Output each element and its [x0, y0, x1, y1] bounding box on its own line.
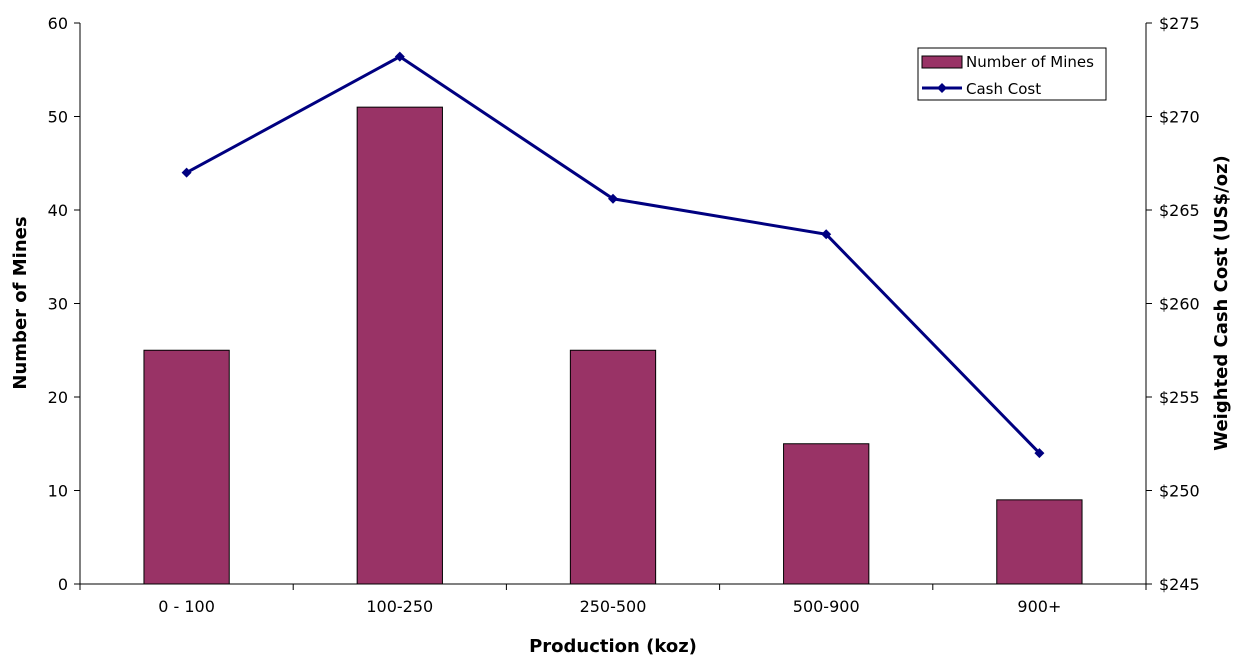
left-tick-label: 60 — [48, 14, 68, 33]
bar-series — [143, 106, 1083, 585]
line-point-2 — [394, 51, 405, 62]
line-series — [181, 51, 1045, 459]
legend-swatch-bars — [921, 55, 963, 69]
line-point-5 — [1034, 448, 1045, 459]
bar-1 — [143, 349, 230, 585]
left-tick-label: 40 — [48, 201, 68, 220]
right-tick-label: $265 — [1159, 201, 1200, 220]
bar-5 — [996, 499, 1083, 585]
x-tick-label: 100-250 — [366, 597, 433, 616]
line-point-1 — [181, 167, 192, 178]
bar-3 — [569, 349, 657, 585]
right-tick-label: $260 — [1159, 295, 1200, 314]
x-axis-title: Production (koz) — [529, 636, 697, 657]
bar-2 — [356, 106, 443, 585]
y-axis-title: Number of Mines — [10, 216, 31, 389]
left-tick-label: 20 — [48, 388, 68, 407]
right-tick-label: $255 — [1159, 388, 1200, 407]
left-tick-label: 50 — [48, 108, 68, 127]
x-tick-label: 250-500 — [580, 597, 647, 616]
left-tick-label: 30 — [48, 295, 68, 314]
x-tick-label: 900+ — [1017, 597, 1061, 616]
x-tick-label: 0 - 100 — [158, 597, 215, 616]
right-axis-ticks: $245 $250 $255 $260 $265 $270 $275 — [1146, 14, 1200, 594]
legend-marker-diamond — [937, 83, 947, 93]
right-tick-label: $250 — [1159, 482, 1200, 501]
right-tick-label: $275 — [1159, 14, 1200, 33]
left-axis-ticks: 0 10 20 30 40 50 60 — [48, 14, 80, 594]
line-point-4 — [821, 229, 832, 240]
legend: Number of Mines Cash Cost — [917, 47, 1107, 101]
legend-label-line: Cash Cost — [966, 80, 1041, 98]
line-point-3 — [608, 193, 618, 204]
bar-4 — [783, 443, 870, 585]
right-tick-label: $245 — [1159, 575, 1200, 594]
legend-label-bars: Number of Mines — [966, 53, 1094, 71]
x-tick-label: 500-900 — [793, 597, 860, 616]
left-tick-label: 10 — [48, 482, 68, 501]
y2-axis-title: Weighted Cash Cost (US$/oz) — [1211, 155, 1232, 451]
x-axis-ticks: 0 - 100 100-250 250-500 500-900 900+ — [79, 584, 1147, 616]
left-tick-label: 0 — [58, 575, 68, 594]
right-tick-label: $270 — [1159, 108, 1200, 127]
